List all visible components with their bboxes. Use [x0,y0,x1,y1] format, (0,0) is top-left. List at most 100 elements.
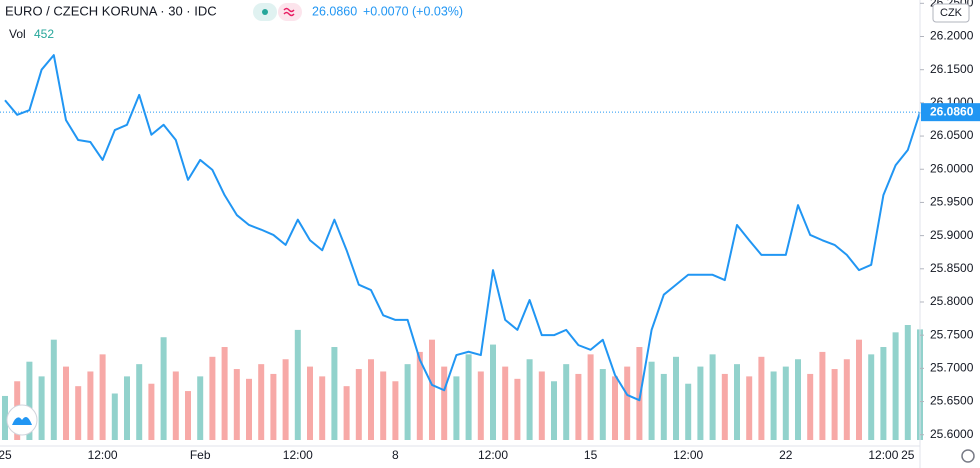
volume-bar [282,359,289,440]
volume-bar [636,347,643,440]
x-tick-label: 12:00 [283,448,313,462]
volume-bar [551,381,557,440]
volume-bar [490,344,496,440]
x-tick-label: 8 [392,448,399,462]
volume-bar [453,376,460,440]
y-tick-label: 26.2000 [930,29,974,43]
volume-bar [380,371,387,440]
volume-bar [526,359,533,440]
volume-bar [63,366,69,440]
y-tick-label: 26.0000 [930,161,974,175]
volume-bar [160,337,167,440]
x-tick-label: Feb [190,448,211,462]
x-tick-label: 15 [584,448,598,462]
volume-bar [331,347,338,440]
volume-bar [392,381,399,440]
volume-bar [233,369,240,440]
volume-value: 452 [34,27,54,41]
symbol-title: EURO / CZECH KORUNA · 30 · IDC [5,3,217,18]
price-line [4,54,921,402]
volume-bar [209,356,216,440]
volume-bar [575,373,582,440]
volume-bar [294,329,301,440]
y-tick-label: 25.8000 [930,294,974,308]
y-tick-label: 25.6500 [930,394,974,408]
y-tick-label: 25.9500 [930,195,974,209]
volume-bar [270,373,277,440]
price-change: +0.0070 (+0.03%) [363,4,463,18]
volume-bar [660,373,667,440]
volume-label: Vol [9,27,26,41]
market-open-dot [262,9,268,15]
settings-icon[interactable] [961,449,975,463]
volume-bar [587,354,594,440]
volume-bar [343,386,350,440]
volume-bar [538,371,545,440]
last-price: 26.0860 [312,4,357,18]
volume-bar [673,356,679,440]
volume-bar [246,378,252,440]
y-tick-label: 25.6000 [930,427,974,441]
volume-bar [404,364,411,440]
y-tick-label: 26.0500 [930,128,974,142]
time-axis: 25 12:00 Feb 12:00 8 12:00 15 12:00 22 12:00 25 [0,448,915,462]
volume-bar [709,354,716,440]
volume-bar [697,366,704,440]
volume-bar [416,351,423,440]
volume-bar [465,354,472,440]
volume-bar [111,393,118,440]
volume-bar [87,371,94,440]
delay-pill[interactable] [278,3,302,21]
volume-bar [50,339,57,440]
x-tick-label: 22 [779,448,793,462]
volume-bar [136,364,143,440]
y-tick-label: 25.9000 [930,228,974,242]
currency-button[interactable] [932,3,970,23]
volume-bar [599,369,606,440]
volume-bar [648,361,655,440]
volume-bar [307,366,313,440]
volume-pane [2,325,923,440]
x-tick-label: 12:00 [868,448,898,462]
volume-bar [880,347,887,440]
volume-bar [355,369,362,440]
volume-bar [721,373,728,440]
volume-bar [2,395,8,440]
y-tick-label: 25.7500 [930,327,974,341]
volume-bar [563,364,570,440]
volume-bar [795,359,801,440]
volume-bar [904,325,911,440]
volume-bar [429,339,435,440]
volume-bar [99,354,106,440]
volume-bar [831,369,838,440]
x-tick-label: 12:00 [478,448,508,462]
volume-bar [124,376,130,440]
x-tick-label: 12:00 [673,448,703,462]
x-tick-label: 12:00 [88,448,118,462]
volume-bar [782,366,789,440]
logo-icon [12,416,32,425]
volume-bar [441,366,448,440]
volume-bar [843,359,850,440]
y-tick-label: 25.7000 [930,361,974,375]
volume-bar [368,359,374,440]
y-tick-label: 26.1500 [930,62,974,76]
volume-bar [197,376,204,440]
volume-bar [758,356,765,440]
volume-bar [148,383,155,440]
volume-bar [770,371,777,440]
volume-bar [856,339,862,440]
plot [0,54,921,402]
volume-bar [172,371,179,440]
volume-bar [612,376,618,440]
last-price-tag-label: 26.0860 [930,104,974,118]
last-price-tag [921,103,980,122]
volume-bar [892,332,899,440]
volume-bar [819,351,826,440]
volume-bar [75,386,82,440]
volume-bar [26,361,33,440]
volume-bar [514,378,521,440]
x-tick-label: 25 [901,448,915,462]
